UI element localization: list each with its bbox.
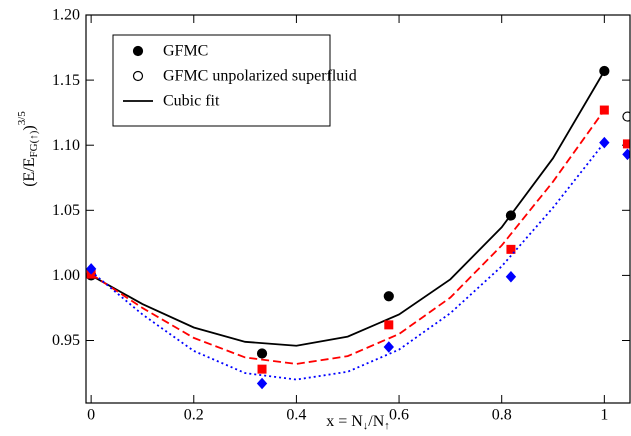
data-point	[383, 341, 394, 353]
y-tick-label: 1.20	[52, 7, 80, 24]
plot-frame	[85, 14, 631, 404]
plot-area	[86, 65, 630, 390]
x-axis-label: x = N↓/N↑	[326, 413, 390, 432]
legend-label: GFMC	[163, 43, 208, 60]
y-tick-label: 1.10	[52, 137, 80, 154]
y-tick-label: 1.00	[52, 267, 80, 284]
y-tick-label: 1.05	[52, 202, 80, 219]
y-axis-label: (E/EFG(↑))3/5	[16, 111, 40, 187]
x-tick-label: 1	[600, 407, 608, 424]
data-point	[622, 111, 630, 122]
y-label-part: 3/5	[16, 111, 28, 126]
fit-curve	[90, 109, 606, 365]
x-label-part: ↓	[363, 420, 369, 432]
x-tick-label: 0.2	[184, 407, 204, 424]
fit-curve	[90, 142, 606, 381]
y-tick-label: 1.15	[52, 72, 80, 89]
data-point	[622, 148, 630, 161]
x-tick-label: 0.6	[389, 407, 409, 424]
x-tick-label: 0.4	[286, 407, 306, 424]
data-point	[622, 139, 630, 149]
y-tick-label: 0.95	[52, 332, 80, 349]
x-label-part: x = N	[326, 413, 363, 430]
fit-curve	[90, 70, 606, 347]
x-tick-label: 0.8	[492, 407, 512, 424]
legend-label: Cubic fit	[163, 93, 220, 110]
data-point	[383, 291, 394, 302]
data-point	[505, 270, 517, 283]
x-label-part: ↑	[384, 420, 390, 432]
data-point	[599, 136, 610, 149]
data-point	[256, 348, 268, 359]
y-label-part: (E/E	[21, 157, 38, 186]
y-label-part: FG(↑)	[28, 130, 40, 157]
legend-box	[112, 34, 331, 127]
y-label-part: )	[21, 125, 38, 130]
legend-swatch	[132, 70, 144, 82]
legend-swatch	[132, 45, 144, 57]
data-point	[384, 320, 394, 330]
x-label-part: /N	[368, 413, 384, 430]
data-point	[256, 377, 268, 390]
legend-label: GFMC unpolarized superfluid	[163, 68, 357, 85]
x-tick-label: 0	[87, 407, 95, 424]
data-point	[86, 263, 97, 275]
data-point	[506, 244, 516, 254]
data-point	[257, 364, 267, 374]
